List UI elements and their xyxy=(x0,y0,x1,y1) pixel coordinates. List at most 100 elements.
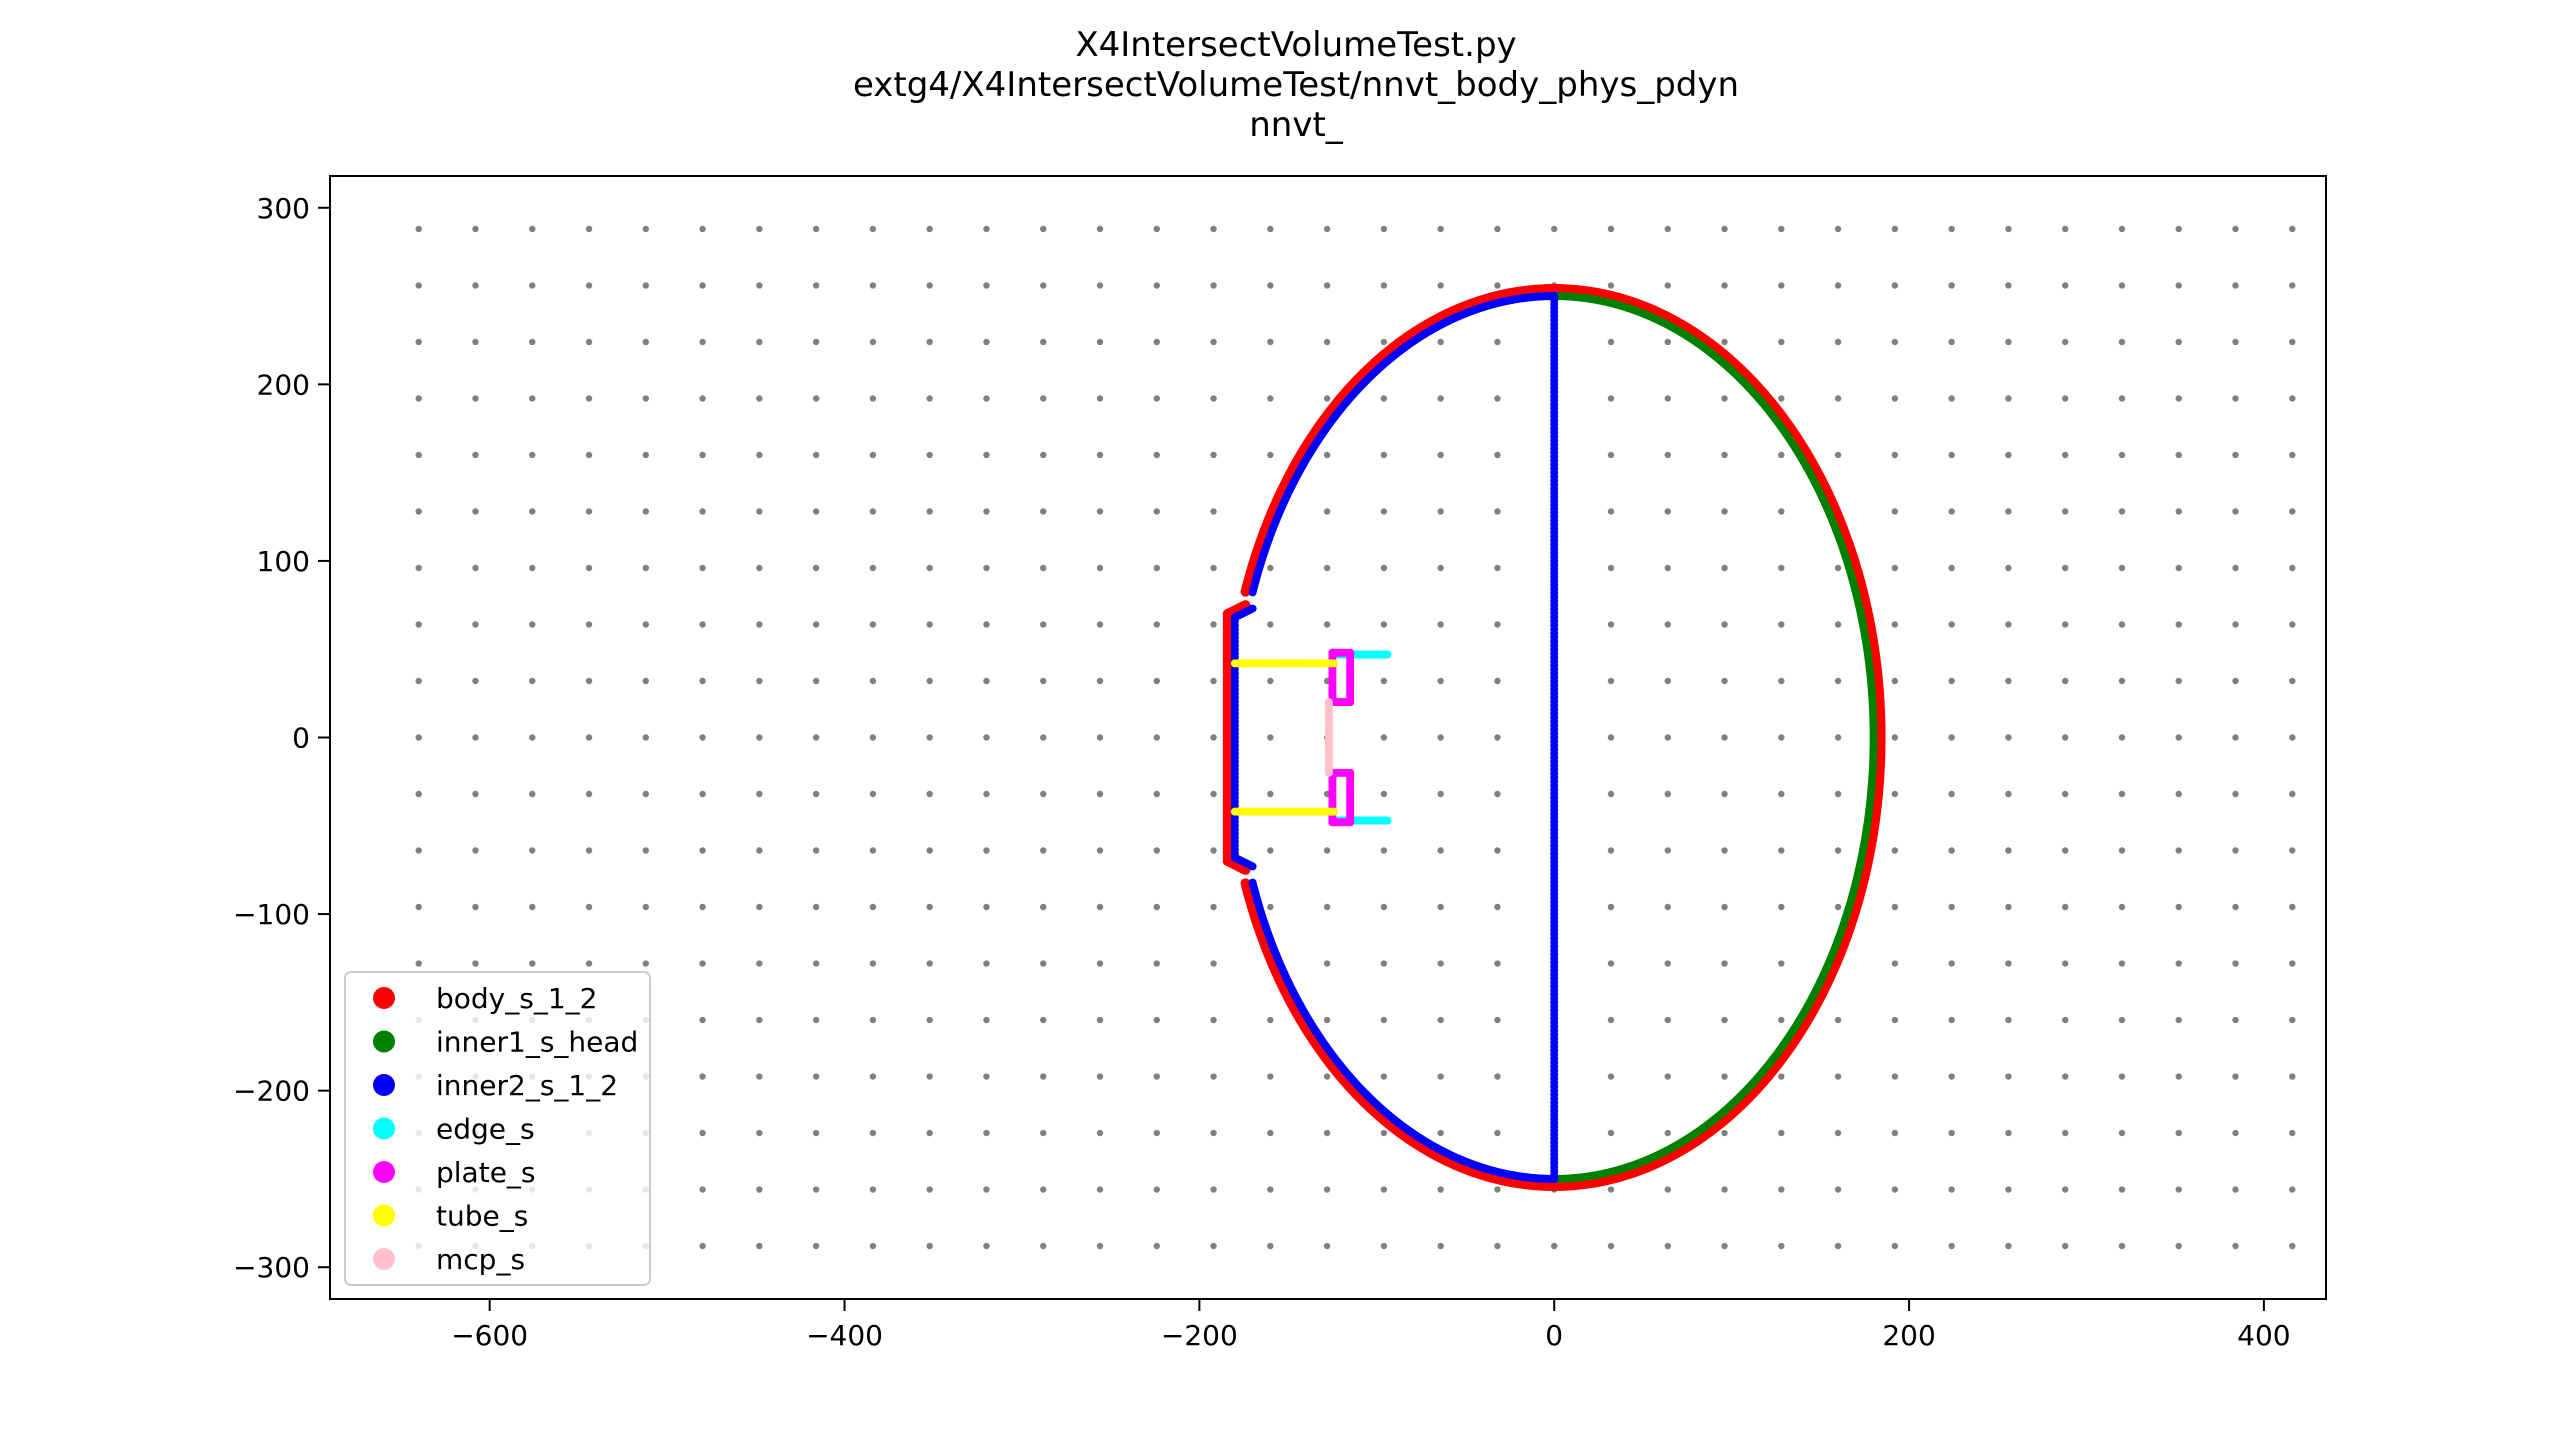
background-point xyxy=(699,1242,706,1250)
background-point xyxy=(2118,564,2126,572)
background-point xyxy=(1664,564,1671,572)
background-point xyxy=(1494,847,1501,854)
background-point xyxy=(2175,1242,2182,1250)
background-point xyxy=(2175,903,2182,911)
legend-label: inner1_s_head xyxy=(436,1026,638,1059)
background-point xyxy=(2346,904,2352,910)
background-point xyxy=(472,395,479,402)
background-point xyxy=(415,621,422,628)
background-point xyxy=(1948,903,1955,911)
background-point xyxy=(926,1242,933,1250)
background-point xyxy=(2061,225,2069,233)
background-point xyxy=(2061,395,2069,402)
background-point xyxy=(1834,282,1842,289)
background-point xyxy=(2289,903,2296,911)
background-point xyxy=(1664,282,1671,289)
background-point xyxy=(2346,226,2352,232)
background-point xyxy=(2118,790,2126,798)
background-point xyxy=(529,734,536,741)
background-point xyxy=(1267,451,1274,459)
background-point xyxy=(1040,1016,1047,1024)
background-point xyxy=(983,1186,990,1193)
title-line-1: X4IntersectVolumeTest.py xyxy=(1075,25,1516,65)
background-point xyxy=(1891,734,1899,741)
background-point xyxy=(2005,508,2012,515)
background-point xyxy=(2005,1073,2012,1080)
background-point xyxy=(2061,338,2069,346)
background-point xyxy=(1664,903,1671,911)
background-point xyxy=(983,564,990,572)
background-point xyxy=(699,677,706,685)
background-point xyxy=(1040,847,1047,854)
background-point xyxy=(983,903,990,911)
legend-entry-mcp-s: mcp_s xyxy=(373,1243,525,1276)
background-point xyxy=(2061,847,2069,854)
background-point xyxy=(756,734,763,741)
background-point xyxy=(926,1129,933,1137)
background-point xyxy=(1437,282,1444,289)
background-point xyxy=(1891,960,1899,967)
background-point xyxy=(1778,451,1785,459)
background-point xyxy=(1721,621,1728,628)
legend-label: inner2_s_1_2 xyxy=(436,1069,618,1102)
background-point xyxy=(699,225,706,233)
background-point xyxy=(2175,508,2182,515)
background-point xyxy=(2175,847,2182,854)
background-point xyxy=(1891,282,1899,289)
series-point xyxy=(1550,292,1559,301)
background-point xyxy=(1380,282,1388,289)
background-point xyxy=(1891,451,1899,459)
background-point xyxy=(2005,1242,2012,1250)
background-point xyxy=(2175,282,2182,289)
background-point xyxy=(1153,734,1160,741)
background-point xyxy=(1210,225,1217,233)
title-line-3: nnvt_ xyxy=(1249,105,1344,145)
background-point xyxy=(1210,1242,1217,1250)
background-point xyxy=(1267,1186,1274,1193)
background-point xyxy=(1834,790,1842,798)
background-point xyxy=(869,338,877,346)
background-point xyxy=(1437,677,1444,685)
background-point xyxy=(585,677,593,685)
background-point xyxy=(1834,903,1842,911)
background-point xyxy=(2118,847,2126,854)
background-point xyxy=(2175,564,2182,572)
background-point xyxy=(2289,1242,2296,1250)
x-tick-label: −400 xyxy=(806,1319,883,1352)
x-tick-label: 200 xyxy=(1882,1319,1935,1352)
background-point xyxy=(1664,621,1671,628)
background-point xyxy=(812,677,820,685)
background-point xyxy=(415,508,422,515)
background-point xyxy=(2232,621,2239,628)
background-point xyxy=(2346,395,2352,401)
background-point xyxy=(1096,282,1104,289)
background-point xyxy=(1891,1186,1899,1193)
background-point xyxy=(642,677,650,685)
background-point xyxy=(1778,1073,1785,1080)
background-point xyxy=(1323,282,1331,289)
y-tick-label: −300 xyxy=(233,1251,310,1284)
background-point xyxy=(1778,960,1785,967)
background-point xyxy=(756,564,763,572)
background-point xyxy=(756,1073,763,1080)
background-point xyxy=(1607,282,1615,289)
background-point xyxy=(983,677,990,685)
background-point xyxy=(1323,508,1331,515)
background-point xyxy=(699,1129,706,1137)
background-point xyxy=(1380,508,1388,515)
background-point xyxy=(983,395,990,402)
background-point xyxy=(1096,225,1104,233)
background-point xyxy=(1040,903,1047,911)
background-point xyxy=(1153,508,1160,515)
background-point xyxy=(1437,395,1444,402)
background-point xyxy=(2289,225,2296,233)
background-point xyxy=(1891,564,1899,572)
legend-marker xyxy=(373,987,395,1009)
background-point xyxy=(2232,734,2239,741)
background-point xyxy=(869,1186,877,1193)
background-point xyxy=(2061,621,2069,628)
legend-entry-plate-s: plate_s xyxy=(373,1156,536,1189)
background-point xyxy=(1948,508,1955,515)
background-point xyxy=(2005,1016,2012,1024)
